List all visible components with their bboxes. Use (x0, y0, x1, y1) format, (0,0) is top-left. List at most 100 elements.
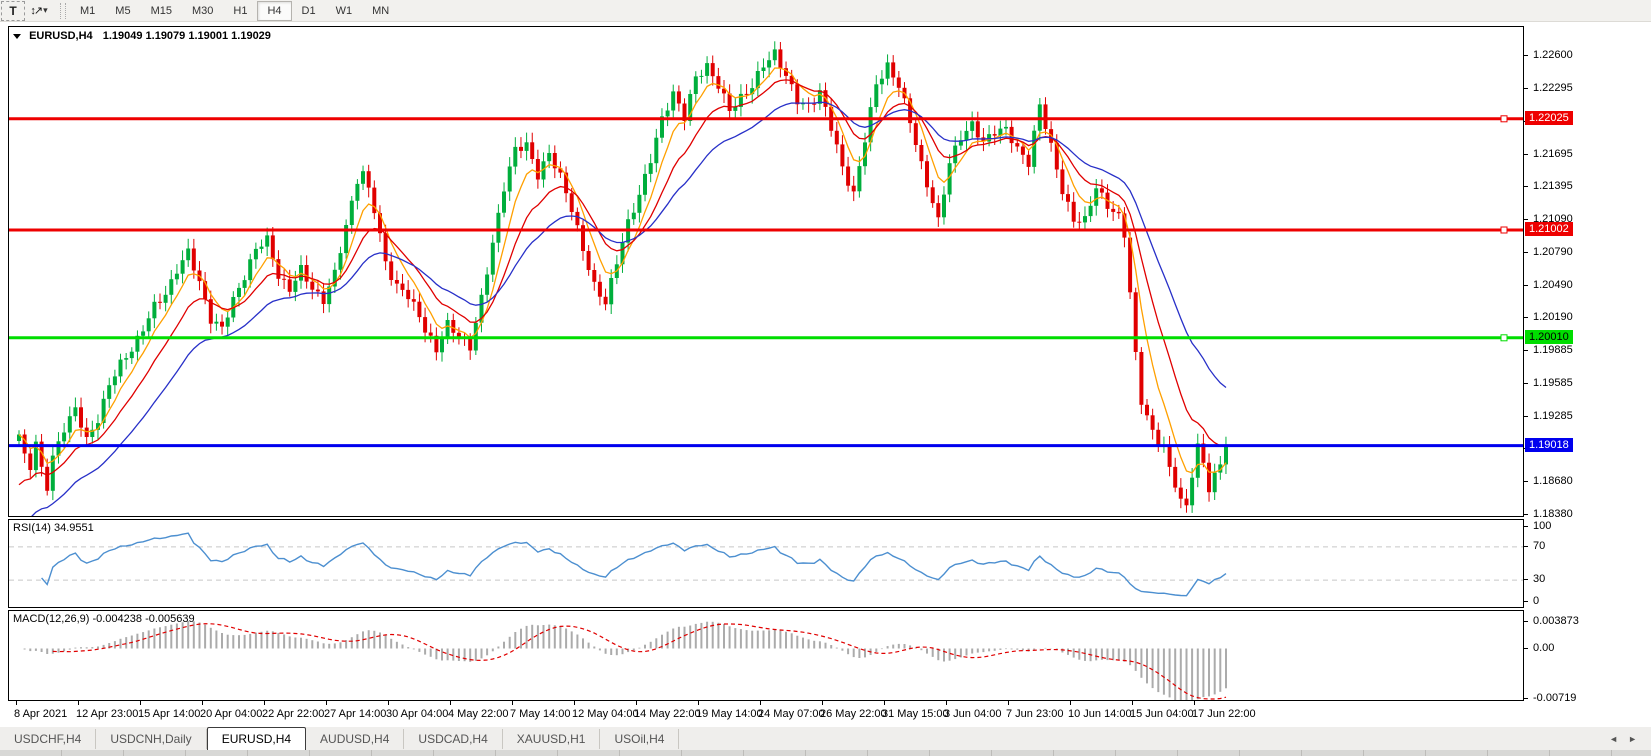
timeframe-toolbar: M1 M5 M15 M30 H1 H4 D1 W1 MN (70, 0, 399, 21)
bottom-scroll-strip[interactable] (0, 750, 1651, 756)
macd-tick-label: 0.003873 (1533, 615, 1579, 627)
hline-handle-1.22025[interactable] (1500, 115, 1508, 123)
text-cursor-tool-button[interactable]: T (1, 0, 25, 21)
time-tick-label: 20 Apr 04:00 (200, 708, 263, 720)
time-tick-label: 12 Apr 23:00 (76, 708, 139, 720)
timeframe-button-d1[interactable]: D1 (301, 4, 316, 17)
time-tick (1008, 701, 1009, 705)
rsi-tick (1524, 601, 1528, 602)
hline-handle-1.21002[interactable] (1500, 226, 1508, 234)
expand-arrow-icon[interactable] (13, 33, 21, 39)
objects-tool-button[interactable]: ↕↗ ▾ (27, 1, 51, 21)
time-tick (78, 701, 79, 705)
time-tick-label: 15 Jun 04:00 (1130, 708, 1194, 720)
macd-indicator-label: MACD(12,26,9) -0.004238 -0.005639 (13, 613, 195, 625)
price-axis: 1.226001.222951.219951.216951.213951.210… (1524, 26, 1651, 704)
price-tick (1524, 252, 1528, 253)
timeframe-button-m1[interactable]: M1 (80, 4, 96, 17)
macd-signal-line (52, 623, 1227, 700)
chart-title: EURUSD,H4 1.19049 1.19079 1.19001 1.1902… (13, 30, 271, 42)
time-tick-label: 3 Jun 04:00 (944, 708, 1002, 720)
time-tick-label: 8 Apr 2021 (14, 708, 68, 720)
chart-tab-usdchf-h4[interactable]: USDCHF,H4 (0, 728, 97, 749)
time-tick (450, 701, 451, 705)
price-tick-label: 1.20790 (1533, 246, 1573, 258)
rsi-tick-label: 100 (1533, 520, 1552, 532)
price-tick-label: 1.19285 (1533, 410, 1573, 422)
timeframe-button-m5[interactable]: M5 (115, 4, 131, 17)
price-tick (1524, 416, 1528, 417)
chart-tab-eurusd-h4[interactable]: EURUSD,H4 (206, 726, 307, 751)
price-tick (1524, 154, 1528, 155)
time-tick (388, 701, 389, 705)
rsi-tick-label: 0 (1533, 595, 1540, 607)
time-tick (16, 701, 17, 705)
timeframe-button-h1[interactable]: H1 (233, 4, 248, 17)
price-tick (1524, 186, 1528, 187)
timeframe-button-m30[interactable]: M30 (191, 4, 214, 17)
rsi-indicator-label: RSI(14) 34.9551 (13, 522, 94, 534)
price-tick (1524, 350, 1528, 351)
chart-tab-usoil-h4[interactable]: USOil,H4 (600, 728, 680, 749)
time-tick (1132, 701, 1133, 705)
time-tick-label: 15 Apr 14:00 (138, 708, 201, 720)
rsi-tick (1524, 579, 1528, 580)
time-tick-label: 4 May 22:00 (448, 708, 509, 720)
chart-tab-audusd-h4[interactable]: AUDUSD,H4 (306, 728, 405, 749)
toolbar-grip (60, 2, 66, 19)
price-tick (1524, 514, 1528, 515)
chart-tab-usdcad-h4[interactable]: USDCAD,H4 (404, 728, 503, 749)
price-tick (1524, 481, 1528, 482)
price-tick-label: 1.20190 (1533, 311, 1573, 323)
time-tick-label: 22 Apr 22:00 (262, 708, 325, 720)
rsi-pane (8, 519, 1524, 608)
chart-ohlc-values: 1.19049 1.19079 1.19001 1.19029 (102, 30, 271, 42)
time-tick-label: 7 May 14:00 (510, 708, 571, 720)
time-tick (264, 701, 265, 705)
tab-scroll-left-icon[interactable]: ◄ (1609, 733, 1619, 744)
price-tick (1524, 317, 1528, 318)
chart-tab-bar: USDCHF,H4 USDCNH,Daily EURUSD,H4 AUDUSD,H4 U… (0, 726, 1651, 751)
time-tick (760, 701, 761, 705)
hline-handle-1.20010[interactable] (1500, 334, 1508, 342)
price-tick-label: 1.20490 (1533, 279, 1573, 291)
price-tick-label: 1.19885 (1533, 344, 1573, 356)
price-tick-label: 1.22295 (1533, 82, 1573, 94)
chart-tab-usdcnh-daily[interactable]: USDCNH,Daily (96, 728, 207, 749)
rsi-tick (1524, 546, 1528, 547)
macd-tick (1524, 648, 1528, 649)
arrows-icon: ↕↗ (30, 5, 43, 17)
tab-scroll-right-icon[interactable]: ► (1628, 733, 1637, 744)
price-tick (1524, 88, 1528, 89)
time-tick-label: 17 Jun 22:00 (1192, 708, 1256, 720)
time-tick-label: 26 May 22:00 (820, 708, 887, 720)
time-tick (202, 701, 203, 705)
macd-tick-label: 0.00 (1533, 642, 1555, 654)
price-tick (1524, 55, 1528, 56)
time-tick (574, 701, 575, 705)
time-tick (1194, 701, 1195, 705)
chart-symbol: EURUSD,H4 (29, 30, 93, 42)
timeframe-button-m15[interactable]: M15 (150, 4, 172, 17)
price-line-label-1.21002: 1.21002 (1525, 222, 1573, 236)
time-tick (946, 701, 947, 705)
price-line-label-1.20010: 1.20010 (1525, 330, 1573, 344)
timeframe-button-h4[interactable]: H4 (257, 0, 292, 21)
rsi-tick-label: 30 (1533, 573, 1546, 585)
time-tick (698, 701, 699, 705)
time-tick-label: 19 May 14:00 (696, 708, 763, 720)
timeframe-button-w1[interactable]: W1 (335, 4, 353, 17)
time-tick-label: 24 May 07:00 (758, 708, 825, 720)
price-pane (8, 26, 1524, 517)
chart-area: EURUSD,H4 1.19049 1.19079 1.19001 1.1902… (8, 26, 1651, 725)
time-tick (822, 701, 823, 705)
time-axis: 8 Apr 2021 12 Apr 23:00 15 Apr 14:00 20 Apr… (8, 701, 1651, 725)
price-tick-label: 1.18680 (1533, 475, 1573, 487)
price-tick-label: 1.22600 (1533, 49, 1573, 61)
toolbar: T ↕↗ ▾ M1 M5 M15 M30 H1 H4 D1 W1 MN (0, 0, 1651, 22)
timeframe-button-mn[interactable]: MN (372, 4, 390, 17)
time-tick (326, 701, 327, 705)
chart-tab-xauusd-h1[interactable]: XAUUSD,H1 (503, 728, 601, 749)
time-tick-label: 31 May 15:00 (882, 708, 949, 720)
time-tick-label: 30 Apr 04:00 (386, 708, 449, 720)
